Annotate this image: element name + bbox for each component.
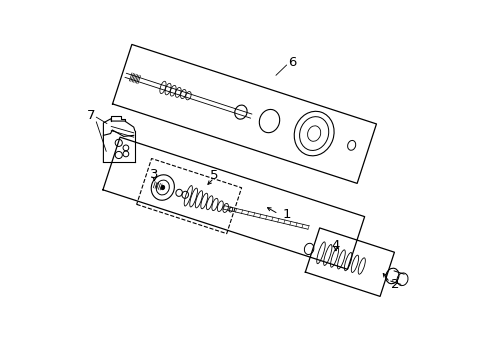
Text: 3: 3 (150, 168, 159, 181)
Text: 7: 7 (86, 109, 95, 122)
Text: 2: 2 (390, 278, 399, 291)
Text: 5: 5 (209, 169, 218, 182)
Ellipse shape (161, 185, 164, 190)
Text: 6: 6 (287, 56, 296, 69)
Text: 1: 1 (282, 208, 291, 221)
Text: 4: 4 (331, 239, 340, 252)
